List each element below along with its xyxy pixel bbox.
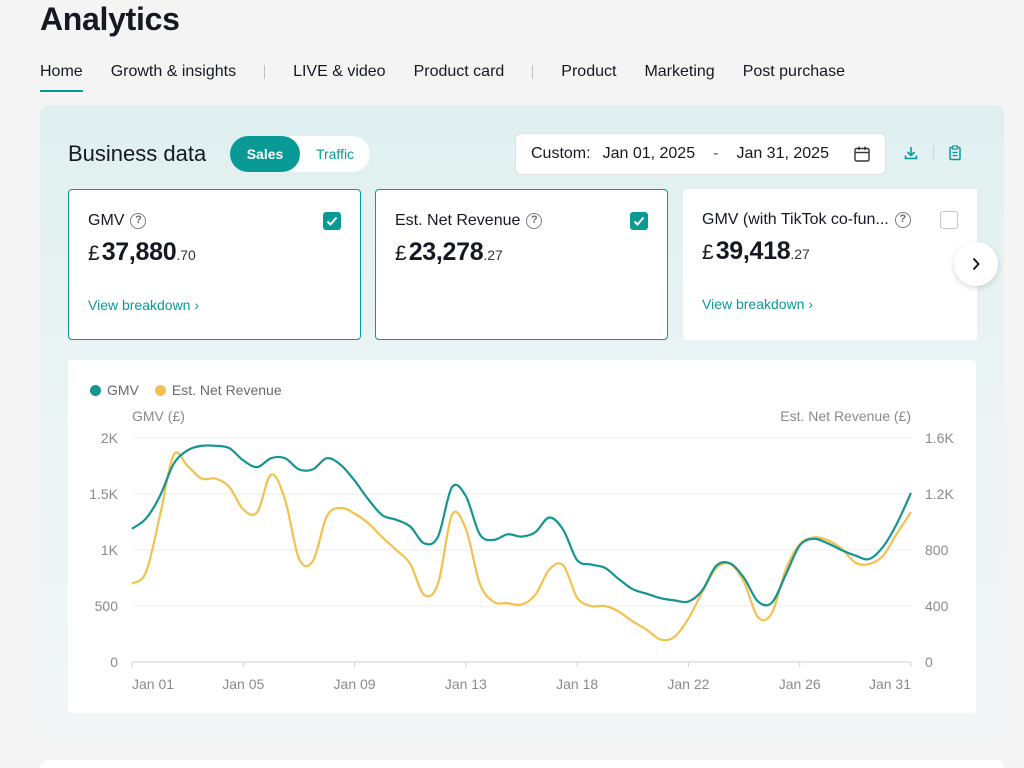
tab-divider (264, 65, 266, 79)
chevron-right-icon (972, 257, 980, 271)
checkmark-icon (633, 216, 645, 226)
value-integer: 37,880 (101, 238, 177, 266)
metric-title: Est. Net Revenue ? (395, 212, 543, 230)
currency-symbol: £ (702, 241, 714, 264)
currency-symbol: £ (395, 242, 407, 265)
business-data-panel: Business data Sales Traffic Custom: Jan … (40, 105, 1004, 740)
y-tick-label-right: 1.2K (925, 486, 954, 502)
legend-item-gmv[interactable]: GMV (90, 382, 139, 398)
metric-title-text: GMV (88, 212, 125, 229)
legend-label: GMV (107, 382, 139, 398)
tab-post-purchase[interactable]: Post purchase (742, 63, 845, 80)
value-integer: 23,278 (408, 238, 484, 266)
next-cards-button[interactable] (954, 242, 998, 286)
legend-dot-revenue (154, 384, 166, 396)
metric-value: £ 37,880 .70 (88, 238, 196, 267)
calendar-icon[interactable] (853, 145, 871, 168)
x-tick-label: Jan 01 (132, 676, 174, 692)
checkmark-icon (326, 216, 338, 226)
x-tick-label: Jan 09 (334, 676, 376, 692)
y-tick-label-right: 800 (925, 542, 949, 558)
legend-dot-gmv (90, 384, 101, 396)
metric-checkbox[interactable] (940, 211, 958, 229)
toolbar-divider (933, 146, 934, 162)
date-range-label: Custom: (531, 145, 591, 162)
legend-item-est-net-revenue[interactable]: Est. Net Revenue (154, 382, 282, 398)
value-integer: 39,418 (715, 237, 791, 265)
y-tick-label-left: 1K (101, 542, 119, 558)
metric-value: £ 23,278 .27 (395, 238, 503, 267)
value-decimal: .27 (483, 247, 503, 263)
series-line-est-net-revenue (131, 451, 912, 642)
chart-card: GMV Est. Net Revenue GMV (£) Est. Net Rev… (68, 360, 976, 713)
metric-title: GMV ? (88, 212, 147, 230)
metric-card-gmv-cofunded[interactable]: GMV (with TikTok co-fun... ? £ 39,418 .2… (683, 189, 977, 340)
date-range-picker[interactable]: Custom: Jan 01, 2025 - Jan 31, 2025 (515, 133, 886, 175)
report-icon[interactable] (947, 145, 963, 166)
metric-checkbox[interactable] (630, 212, 648, 230)
sales-toggle-button[interactable]: Sales (230, 136, 300, 172)
tab-growth-insights[interactable]: Growth & insights (110, 63, 237, 80)
legend-label: Est. Net Revenue (171, 382, 282, 398)
x-tick-label: Jan 05 (222, 676, 264, 692)
sales-traffic-toggle: Sales Traffic (230, 136, 370, 172)
tab-product-card[interactable]: Product card (413, 63, 505, 80)
view-breakdown-link[interactable]: View breakdown › (702, 296, 814, 312)
analytics-tabs: Home Growth & insights LIVE & video Prod… (40, 62, 873, 92)
x-tick-label: Jan 31 (869, 676, 911, 692)
help-icon[interactable]: ? (894, 212, 911, 228)
y-tick-label-right: 1.6K (925, 430, 954, 446)
next-section (40, 760, 1004, 768)
y-tick-label-left: 2K (101, 430, 119, 446)
metric-title: GMV (with TikTok co-fun... ? (702, 211, 911, 229)
metric-title-text: GMV (with TikTok co-fun... (702, 211, 889, 228)
y-axis-right-title: Est. Net Revenue (£) (780, 408, 911, 424)
tab-product[interactable]: Product (561, 63, 617, 80)
y-tick-label-right: 400 (925, 598, 949, 614)
traffic-toggle-button[interactable]: Traffic (315, 146, 355, 162)
tab-marketing[interactable]: Marketing (644, 63, 715, 80)
line-chart: GMV (£) Est. Net Revenue (£) 0 0 500 400 1K 800… (89, 408, 954, 692)
y-tick-label-left: 500 (95, 598, 119, 614)
section-title: Business data (68, 141, 207, 166)
download-icon[interactable] (903, 145, 919, 166)
page-title: Analytics (40, 1, 180, 37)
end-date[interactable]: Jan 31, 2025 (736, 145, 829, 162)
value-decimal: .27 (790, 246, 810, 262)
metric-checkbox[interactable] (323, 212, 341, 230)
start-date[interactable]: Jan 01, 2025 (602, 145, 696, 162)
y-axis-left-title: GMV (£) (132, 408, 185, 424)
metric-card-gmv[interactable]: GMV ? £ 37,880 .70 View breakdown › (68, 189, 361, 340)
metric-card-est-net-revenue[interactable]: Est. Net Revenue ? £ 23,278 .27 (375, 189, 668, 340)
view-breakdown-link[interactable]: View breakdown › (88, 297, 200, 313)
metric-title-text: Est. Net Revenue (395, 212, 521, 229)
chart-legend: GMV Est. Net Revenue (90, 382, 298, 398)
series-line-gmv (131, 444, 912, 607)
help-icon[interactable]: ? (130, 213, 147, 229)
help-icon[interactable]: ? (526, 213, 543, 229)
y-tick-label-left: 0 (110, 654, 118, 670)
x-tick-label: Jan 18 (556, 676, 598, 692)
x-tick-label: Jan 22 (667, 676, 709, 692)
metric-value: £ 39,418 .27 (702, 237, 810, 266)
y-tick-label-left: 1.5K (89, 486, 118, 502)
date-separator: - (713, 145, 719, 162)
y-tick-label-right: 0 (925, 654, 933, 670)
x-tick-label: Jan 26 (779, 676, 821, 692)
x-tick-label: Jan 13 (445, 676, 487, 692)
tab-divider (532, 65, 534, 79)
tab-home[interactable]: Home (40, 62, 83, 92)
currency-symbol: £ (88, 242, 100, 265)
value-decimal: .70 (176, 247, 196, 263)
tab-live-video[interactable]: LIVE & video (293, 63, 386, 80)
